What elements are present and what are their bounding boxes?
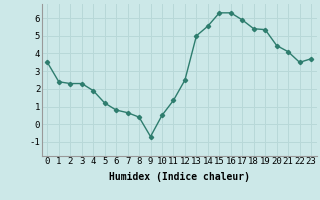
X-axis label: Humidex (Indice chaleur): Humidex (Indice chaleur) [109, 172, 250, 182]
